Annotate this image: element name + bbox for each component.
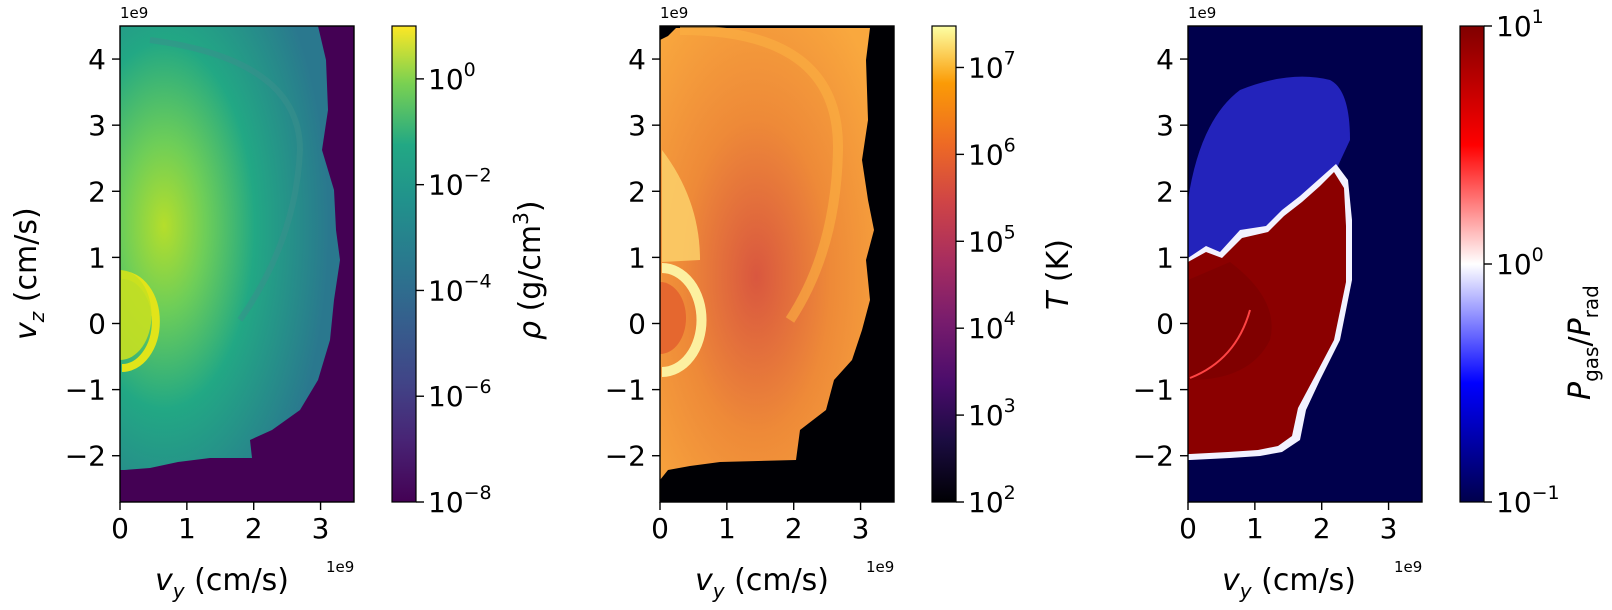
density-y-axis-label: vz (cm/s) — [9, 207, 49, 340]
pressure-x-axis-label: vy (cm/s) — [1222, 563, 1356, 603]
y-tick-label: 2 — [1156, 175, 1174, 208]
colorbar-tick-label: 100 — [1496, 244, 1544, 281]
pressure-colorbar — [1459, 25, 1485, 503]
x-tick-label: 2 — [1313, 512, 1331, 545]
y-tick-label: 0 — [88, 308, 106, 341]
x-tick-label: 2 — [785, 512, 803, 545]
colorbar-tick-label: 10−1 — [1496, 482, 1560, 519]
pressure-heatmap — [1188, 26, 1422, 502]
colorbar-tick-label: 10−4 — [428, 270, 492, 307]
colorbar-tick-label: 103 — [968, 395, 1016, 432]
density-y-ticks: −2 −1 0 1 2 3 4 — [65, 43, 120, 473]
colorbar-tick-label: 100 — [428, 59, 476, 96]
density-x-offset-label: 1e9 — [326, 558, 354, 576]
pressure-colorbar-label: Pgas/Prad — [1563, 285, 1603, 400]
temperature-colorbar-ticks: 102 103 104 105 106 107 — [956, 47, 1016, 519]
panel-density: 0 1 2 3 −2 −1 0 1 2 3 4 1e9 1e9 vy (cm/s) vz (cm/… — [9, 4, 548, 603]
pressure-colorbar-ticks: 10−1 100 101 — [1484, 6, 1560, 519]
x-tick-label: 0 — [111, 512, 129, 545]
y-tick-label: 3 — [628, 109, 646, 142]
y-tick-label: 0 — [1156, 308, 1174, 341]
temperature-y-offset-label: 1e9 — [660, 4, 688, 22]
y-tick-label: 3 — [88, 109, 106, 142]
y-tick-label: −2 — [65, 440, 106, 473]
temperature-colorbar — [931, 25, 957, 503]
pressure-y-offset-label: 1e9 — [1188, 4, 1216, 22]
x-tick-label: 0 — [651, 512, 669, 545]
temperature-ring — [661, 263, 707, 377]
x-tick-label: 2 — [245, 512, 263, 545]
y-tick-label: 3 — [1156, 109, 1174, 142]
x-tick-label: 1 — [1246, 512, 1264, 545]
density-colorbar-ticks: 10−8 10−6 10−4 10−2 100 — [416, 59, 492, 519]
temperature-ejecta-region — [660, 28, 874, 480]
y-tick-label: −1 — [605, 374, 646, 407]
colorbar-tick-label: 107 — [968, 47, 1016, 84]
pressure-y-ticks: −2 −1 0 1 2 3 4 — [1133, 43, 1188, 473]
density-x-axis-label: vy (cm/s) — [155, 563, 289, 603]
y-tick-label: −2 — [605, 440, 646, 473]
temperature-heatmap — [660, 26, 894, 502]
density-y-offset-label: 1e9 — [120, 4, 148, 22]
temperature-core — [660, 282, 687, 354]
x-tick-label: 3 — [1380, 512, 1398, 545]
temperature-y-ticks: −2 −1 0 1 2 3 4 — [605, 43, 660, 473]
colorbar-tick-label: 101 — [1496, 6, 1544, 43]
y-tick-label: 2 — [88, 175, 106, 208]
temperature-outer-shell — [679, 26, 844, 323]
pressure-blue-halo — [1188, 76, 1350, 271]
colorbar-tick-label: 105 — [968, 221, 1016, 258]
pressure-inner-arc — [1188, 262, 1272, 380]
pressure-x-offset-label: 1e9 — [1394, 558, 1422, 576]
colorbar-tick-label: 10−6 — [428, 376, 492, 413]
temperature-colorbar-label: T (K) — [1041, 239, 1076, 310]
panel-pressure-ratio: 0 1 2 3 −2 −1 0 1 2 3 4 1e9 1e9 vy (cm/s) 10−1 100… — [1133, 4, 1603, 603]
x-tick-label: 1 — [178, 512, 196, 545]
temperature-hot-lobe — [662, 150, 700, 262]
density-heatmap — [120, 26, 354, 502]
y-tick-label: 2 — [628, 175, 646, 208]
y-tick-label: 0 — [628, 308, 646, 341]
x-tick-label: 0 — [1179, 512, 1197, 545]
x-tick-label: 3 — [312, 512, 330, 545]
density-x-ticks: 0 1 2 3 — [111, 502, 329, 545]
colorbar-tick-label: 102 — [968, 482, 1016, 519]
y-tick-label: 1 — [1156, 241, 1174, 274]
density-core — [120, 270, 152, 360]
colorbar-tick-label: 10−8 — [428, 482, 492, 519]
density-axes-frame — [119, 25, 355, 503]
y-tick-label: −1 — [65, 374, 106, 407]
y-tick-label: 4 — [1156, 43, 1174, 76]
y-tick-label: 1 — [628, 241, 646, 274]
pressure-red-streak — [1189, 309, 1251, 379]
colorbar-tick-label: 10−2 — [428, 165, 492, 202]
y-tick-label: 4 — [88, 43, 106, 76]
temperature-axes-frame — [659, 25, 895, 503]
y-tick-label: 4 — [628, 43, 646, 76]
density-ejecta-region — [120, 26, 340, 470]
pressure-x-ticks: 0 1 2 3 — [1179, 502, 1397, 545]
temperature-x-offset-label: 1e9 — [866, 558, 894, 576]
x-tick-label: 1 — [718, 512, 736, 545]
temperature-x-ticks: 0 1 2 3 — [651, 502, 869, 545]
y-tick-label: 1 — [88, 241, 106, 274]
temperature-x-axis-label: vy (cm/s) — [695, 563, 829, 603]
x-tick-label: 3 — [852, 512, 870, 545]
pressure-axes-frame — [1187, 25, 1423, 503]
y-tick-label: −2 — [1133, 440, 1174, 473]
y-tick-label: −1 — [1133, 374, 1174, 407]
density-shell-outline — [149, 37, 304, 322]
density-colorbar — [391, 25, 417, 503]
density-colorbar-label: ρ (g/cm3) — [509, 200, 548, 340]
colorbar-tick-label: 104 — [968, 308, 1016, 345]
colorbar-tick-label: 106 — [968, 134, 1016, 171]
